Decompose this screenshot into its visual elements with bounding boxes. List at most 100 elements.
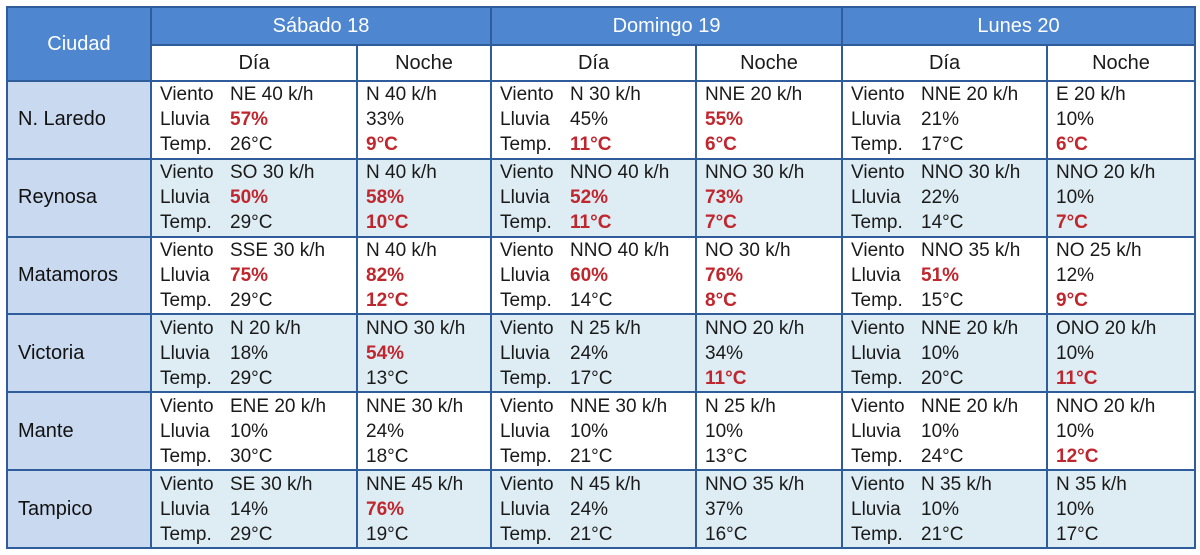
- city-name: Matamoros: [6, 235, 152, 316]
- wind-value: NNO 35 k/h: [705, 473, 805, 495]
- temp-label: Temp.: [851, 290, 903, 312]
- temp-line: Temp. 29°C: [160, 522, 356, 547]
- wind-value: NO 30 k/h: [705, 240, 791, 262]
- temp-value: 21°C: [921, 523, 964, 545]
- wind-line: Viento NNO 40 k/h: [500, 160, 695, 185]
- forecast-cell-night: N 40 k/h 82% 12°C: [355, 235, 493, 316]
- rain-value: 51%: [921, 265, 960, 287]
- forecast-cell-night: NNO 20 k/h 10% 7°C: [1046, 157, 1197, 238]
- rain-line: Lluvia 21%: [851, 107, 1046, 132]
- wind-value: N 35 k/h: [1056, 473, 1127, 495]
- rain-line: Lluvia 60%: [500, 263, 695, 288]
- rain-value: 10%: [1056, 342, 1095, 364]
- temp-line: Temp. 24°C: [851, 444, 1046, 469]
- temp-value: 17°C: [1056, 523, 1099, 545]
- temp-label: Temp.: [851, 134, 903, 156]
- rain-line: Lluvia 14%: [160, 497, 356, 522]
- wind-label: Viento: [160, 395, 214, 417]
- temp-value: 11°C: [570, 212, 612, 234]
- wind-value: NNE 30 k/h: [366, 395, 464, 417]
- wind-value: NE 40 k/h: [230, 84, 314, 106]
- rain-line: Lluvia 50%: [160, 185, 356, 210]
- rain-line: Lluvia 57%: [160, 107, 356, 132]
- temp-label: Temp.: [160, 367, 212, 389]
- wind-line: Viento ENE 20 k/h: [160, 394, 356, 419]
- rain-value: 24%: [366, 420, 405, 442]
- rain-value: 75%: [230, 265, 269, 287]
- temp-label: Temp.: [500, 523, 552, 545]
- wind-value: ONO 20 k/h: [1056, 317, 1157, 339]
- rain-line: Lluvia 18%: [160, 341, 356, 366]
- wind-value: NNO 30 k/h: [921, 162, 1021, 184]
- rain-value: 10%: [921, 420, 960, 442]
- rain-label: Lluvia: [160, 420, 210, 442]
- rain-label: Lluvia: [500, 265, 550, 287]
- temp-value: 11°C: [705, 367, 747, 389]
- wind-line: Viento NNO 30 k/h: [851, 160, 1046, 185]
- rain-value: 76%: [705, 265, 744, 287]
- table-row: Tampico Viento SE 30 k/h Lluvia 14% Temp. 29°C…: [6, 469, 1197, 549]
- wind-value: N 40 k/h: [366, 84, 437, 106]
- forecast-cell-day: Viento SO 30 k/h Lluvia 50% Temp. 29°C: [150, 157, 358, 238]
- wind-value: N 25 k/h: [705, 395, 776, 417]
- rain-label: Lluvia: [500, 420, 550, 442]
- rain-label: Lluvia: [500, 498, 550, 520]
- rain-value: 10%: [570, 420, 609, 442]
- wind-label: Viento: [851, 395, 905, 417]
- rain-value: 24%: [570, 498, 609, 520]
- temp-line: Temp. 11°C: [500, 132, 695, 157]
- temp-line: Temp. 21°C: [851, 522, 1046, 547]
- wind-value: NNO 20 k/h: [1056, 162, 1156, 184]
- wind-label: Viento: [851, 473, 905, 495]
- wind-value: ENE 20 k/h: [230, 395, 327, 417]
- wind-value: NNO 20 k/h: [1056, 395, 1156, 417]
- temp-value: 24°C: [921, 445, 964, 467]
- wind-value: N 25 k/h: [570, 317, 641, 339]
- forecast-cell-night: NO 25 k/h 12% 9°C: [1046, 235, 1197, 316]
- temp-label: Temp.: [851, 445, 903, 467]
- forecast-table: Ciudad Sábado 18 Domingo 19 Lunes 20 Día…: [6, 6, 1197, 549]
- forecast-cell-day: Viento NE 40 k/h Lluvia 57% Temp. 26°C: [150, 80, 358, 160]
- forecast-cell-day: Viento ENE 20 k/h Lluvia 10% Temp. 30°C: [150, 391, 358, 472]
- temp-label: Temp.: [160, 212, 212, 234]
- rain-value: 57%: [230, 109, 269, 131]
- temp-value: 26°C: [230, 134, 273, 156]
- rain-value: 55%: [705, 109, 744, 131]
- city-name: Reynosa: [6, 157, 152, 238]
- wind-value: NNO 35 k/h: [921, 240, 1021, 262]
- period-header-night: Noche: [1046, 44, 1197, 82]
- forecast-cell-day: Viento NNO 35 k/h Lluvia 51% Temp. 15°C: [841, 235, 1049, 316]
- forecast-cell-night: NNE 45 k/h 76% 19°C: [355, 469, 493, 549]
- forecast-cell-night: NNO 20 k/h 34% 11°C: [695, 313, 844, 394]
- temp-value: 7°C: [1056, 212, 1088, 234]
- wind-label: Viento: [851, 162, 905, 184]
- rain-value: 60%: [570, 265, 609, 287]
- forecast-cell-day: Viento N 30 k/h Lluvia 45% Temp. 11°C: [490, 80, 698, 160]
- temp-value: 10°C: [366, 212, 409, 234]
- wind-line: Viento SO 30 k/h: [160, 160, 356, 185]
- wind-label: Viento: [160, 162, 214, 184]
- temp-label: Temp.: [160, 290, 212, 312]
- wind-line: Viento NNE 30 k/h: [500, 394, 695, 419]
- rain-line: Lluvia 24%: [500, 341, 695, 366]
- table-row: Reynosa Viento SO 30 k/h Lluvia 50% Temp. 29°C…: [6, 157, 1197, 238]
- wind-value: SO 30 k/h: [230, 162, 315, 184]
- forecast-cell-night: N 40 k/h 33% 9°C: [355, 80, 493, 160]
- forecast-cell-night: NNO 20 k/h 10% 12°C: [1046, 391, 1197, 472]
- wind-line: Viento NE 40 k/h: [160, 82, 356, 107]
- rain-label: Lluvia: [851, 342, 901, 364]
- wind-value: NNE 20 k/h: [705, 84, 803, 106]
- temp-line: Temp. 29°C: [160, 288, 356, 313]
- wind-value: NO 25 k/h: [1056, 240, 1142, 262]
- rain-label: Lluvia: [851, 187, 901, 209]
- temp-label: Temp.: [160, 523, 212, 545]
- table-row: Mante Viento ENE 20 k/h Lluvia 10% Temp. 30°C N…: [6, 391, 1197, 472]
- wind-line: Viento SE 30 k/h: [160, 472, 356, 497]
- rain-label: Lluvia: [851, 265, 901, 287]
- rain-value: 37%: [705, 498, 744, 520]
- rain-value: 58%: [366, 187, 405, 209]
- rain-line: Lluvia 75%: [160, 263, 356, 288]
- period-header-day: Día: [490, 44, 698, 82]
- wind-value: N 30 k/h: [570, 84, 641, 106]
- temp-value: 9°C: [366, 134, 398, 156]
